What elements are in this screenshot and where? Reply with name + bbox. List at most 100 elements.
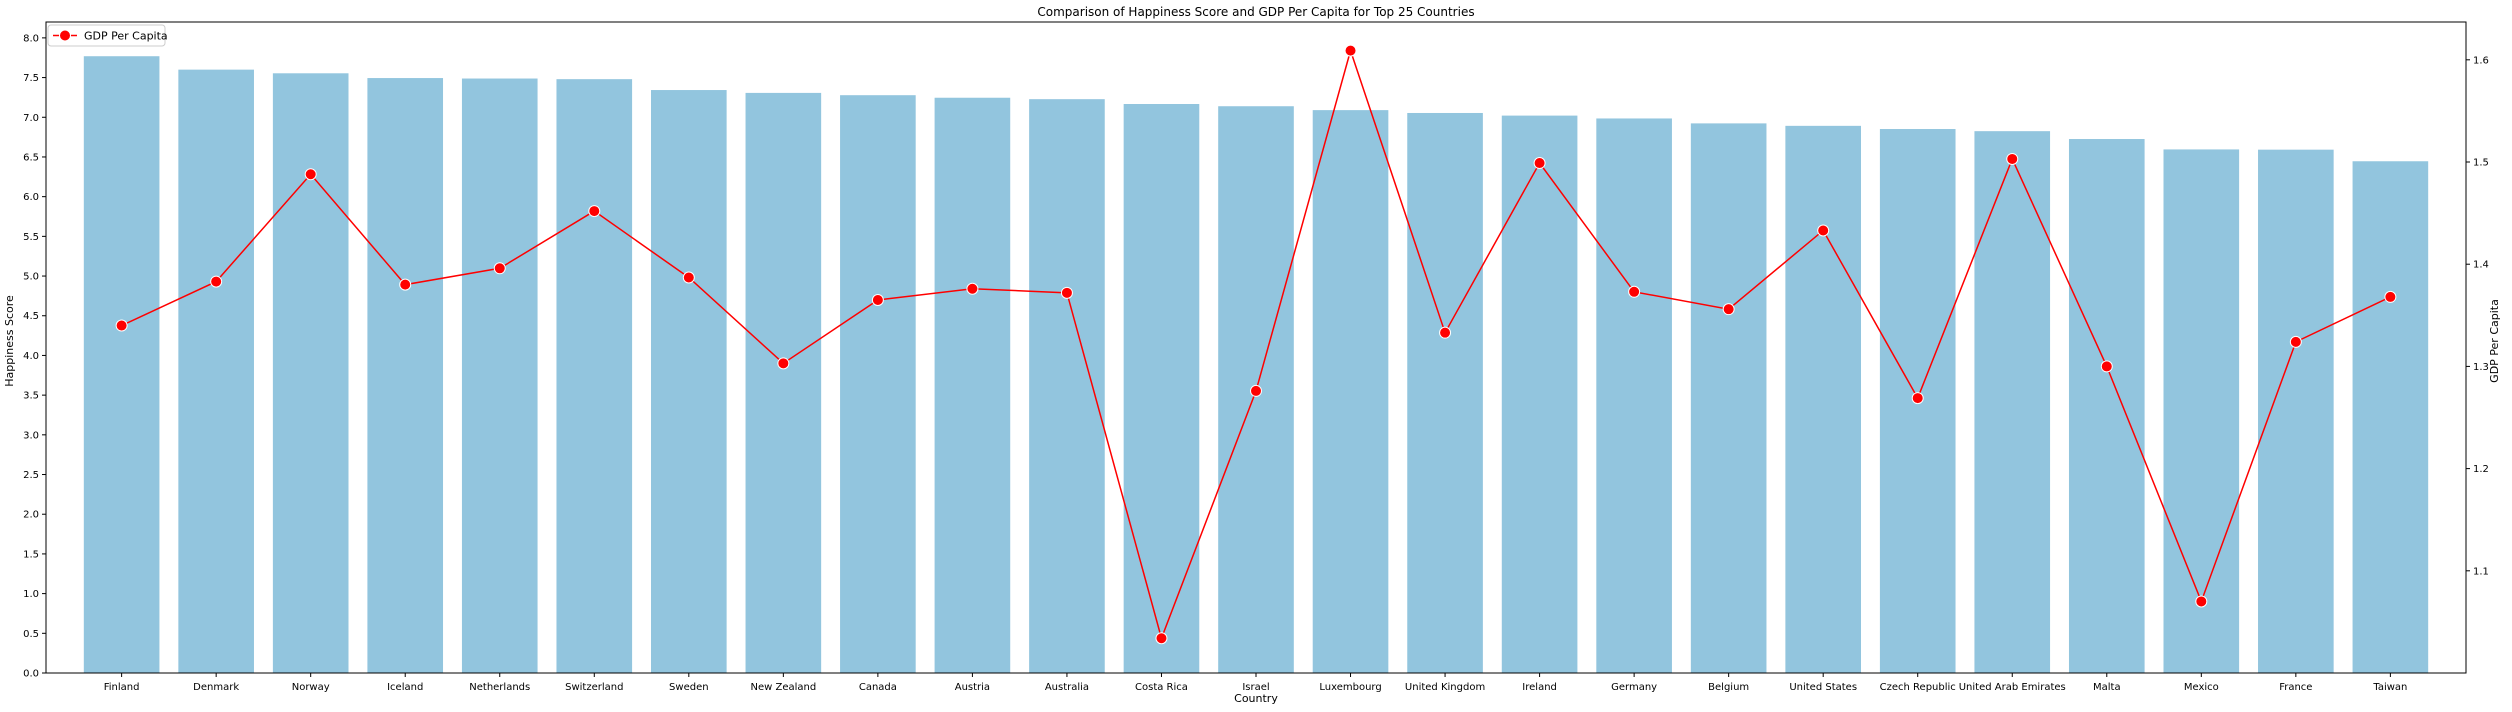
bar-sweden: [651, 90, 727, 674]
y2-tick-label: 1.2: [2473, 464, 2489, 475]
bars-layer: [83, 56, 2429, 674]
x-tick-label: Germany: [1611, 682, 1657, 693]
bar-new-zealand: [745, 92, 822, 673]
y-tick-label: 2.0: [23, 510, 39, 521]
gdp-point-taiwan: [2384, 290, 2397, 303]
gdp-point-ireland: [1533, 157, 1546, 170]
legend-marker-swatch: [59, 29, 71, 42]
gdp-point-austria: [966, 282, 979, 295]
gdp-point-united-states: [1817, 224, 1830, 237]
x-tick-label: United Kingdom: [1405, 682, 1485, 693]
x-tick-label: United Arab Emirates: [1959, 682, 2066, 693]
x-tick-label: Luxembourg: [1319, 682, 1381, 693]
x-tick-label: Norway: [292, 682, 330, 693]
y2-tick-label: 1.6: [2473, 55, 2489, 66]
gdp-point-norway: [304, 168, 317, 181]
bar-iceland: [367, 78, 444, 674]
gdp-point-costa-rica: [1155, 632, 1168, 645]
x-tick-label: New Zealand: [750, 682, 816, 693]
gdp-point-australia: [1060, 286, 1073, 299]
bar-united-states: [1785, 125, 1861, 674]
x-tick-label: Austria: [955, 682, 990, 693]
y-axis-label-left: Happiness Score: [3, 295, 16, 387]
y2-tick-label: 1.5: [2473, 158, 2489, 169]
y-tick-label: 2.5: [23, 470, 39, 481]
chart-title: Comparison of Happiness Score and GDP Pe…: [1037, 5, 1474, 19]
bar-united-arab-emirates: [1974, 131, 2051, 673]
x-axis-label: Country: [1234, 692, 1278, 705]
x-tick-label: Denmark: [193, 682, 239, 693]
gdp-point-switzerland: [588, 205, 601, 218]
bar-australia: [1029, 99, 1105, 674]
bar-germany: [1596, 118, 1672, 673]
gdp-point-finland: [115, 319, 128, 332]
axes-layer: 0.0 0.5 1.0 1.5 2.0 2.5 3.0 3.5 4.0 4.5 5.0 5.5 6.0 6…: [23, 21, 2489, 693]
x-tick-label: Czech Republic: [1880, 682, 1956, 693]
gdp-point-netherlands: [493, 262, 506, 275]
bar-costa-rica: [1123, 104, 1200, 673]
gdp-point-canada: [871, 293, 884, 306]
y-tick-label: 7.5: [23, 73, 39, 84]
bar-norway: [272, 73, 349, 674]
line-layer: [115, 44, 2397, 645]
y-tick-label: 1.5: [23, 549, 39, 560]
y-tick-label: 5.0: [23, 272, 39, 283]
gdp-point-israel: [1250, 384, 1262, 397]
bar-taiwan: [2352, 161, 2429, 673]
bar-finland: [83, 56, 160, 674]
gdp-point-united-arab-emirates: [2006, 152, 2019, 165]
x-tick-label: Ireland: [1522, 682, 1557, 693]
y2-tick-label: 1.1: [2473, 566, 2489, 577]
bar-malta: [2068, 139, 2145, 673]
bar-austria: [934, 97, 1011, 674]
gdp-point-sweden: [682, 271, 695, 284]
y-tick-label: 6.5: [23, 152, 39, 163]
x-tick-label: Switzerland: [565, 682, 623, 693]
bar-netherlands: [461, 78, 538, 673]
x-tick-label: France: [2279, 682, 2312, 693]
bar-switzerland: [556, 79, 633, 674]
x-tick-label: Iceland: [387, 682, 423, 693]
bar-denmark: [178, 69, 254, 673]
y2-tick-label: 1.3: [2473, 362, 2489, 373]
x-tick-label: Canada: [859, 682, 897, 693]
y-tick-label: 3.5: [23, 391, 39, 402]
y-tick-label: 0.0: [23, 669, 39, 680]
y-tick-label: 4.0: [23, 351, 39, 362]
bar-canada: [840, 95, 916, 673]
x-tick-label: Malta: [2093, 682, 2121, 693]
gdp-point-belgium: [1722, 303, 1735, 316]
legend-label: GDP Per Capita: [84, 30, 168, 43]
x-tick-label: Belgium: [1708, 682, 1749, 693]
bar-united-kingdom: [1407, 112, 1483, 674]
gdp-point-france: [2289, 335, 2302, 348]
y-tick-label: 5.5: [23, 232, 39, 243]
x-tick-label: Israel: [1242, 682, 1269, 693]
y-axis-label-right: GDP Per Capita: [2488, 299, 2501, 383]
x-tick-label: Sweden: [669, 682, 709, 693]
gdp-point-luxembourg: [1344, 44, 1357, 57]
x-tick-label: Taiwan: [2372, 682, 2407, 693]
gdp-point-malta: [2100, 360, 2113, 373]
y-tick-label: 1.0: [23, 589, 39, 600]
y-tick-label: 3.0: [23, 430, 39, 441]
x-tick-label: Netherlands: [469, 682, 530, 693]
y-tick-label: 0.5: [23, 629, 39, 640]
x-tick-label: United States: [1789, 682, 1857, 693]
gdp-point-denmark: [210, 275, 223, 288]
bar-mexico: [2163, 149, 2240, 674]
y-tick-label: 6.0: [23, 192, 39, 203]
bar-belgium: [1690, 123, 1767, 673]
gdp-point-germany: [1628, 285, 1641, 298]
legend-frame: [47, 24, 166, 47]
x-tick-label: Mexico: [2184, 682, 2219, 693]
gdp-point-iceland: [399, 278, 412, 291]
gdp-point-czech-republic: [1911, 392, 1924, 405]
y2-tick-label: 1.4: [2473, 260, 2489, 271]
x-tick-label: Costa Rica: [1135, 682, 1188, 693]
x-tick-label: Australia: [1045, 682, 1089, 693]
bar-france: [2258, 149, 2334, 673]
bar-luxembourg: [1312, 110, 1389, 673]
